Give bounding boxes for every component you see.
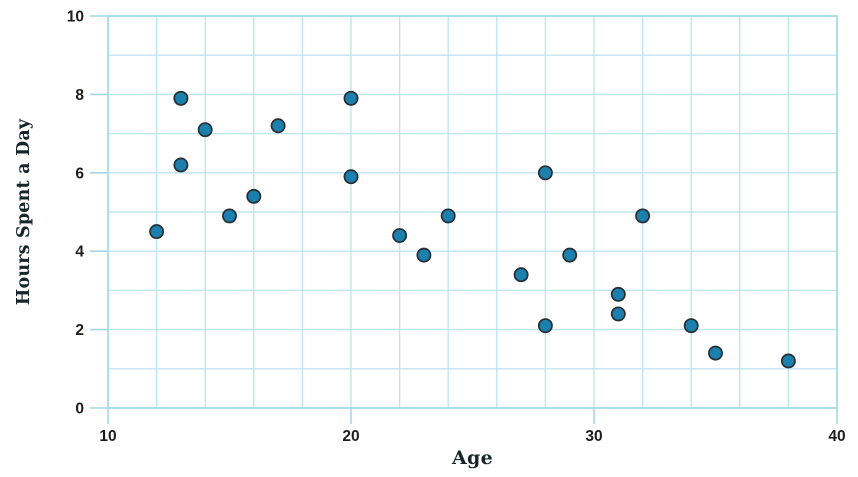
data-point — [270, 118, 286, 134]
y-tick-label: 8 — [75, 87, 84, 104]
data-point — [343, 169, 359, 185]
data-point — [610, 306, 626, 322]
data-point — [392, 228, 408, 243]
data-point — [173, 157, 189, 173]
y-tick-label: 4 — [75, 244, 84, 261]
data-point — [610, 286, 626, 302]
data-point — [537, 318, 553, 334]
x-tick-label: 40 — [828, 428, 845, 445]
x-tick-label: 10 — [99, 428, 116, 445]
data-point — [537, 165, 553, 181]
data-point — [246, 188, 262, 204]
data-point — [635, 208, 651, 224]
x-tick-label: 30 — [585, 428, 602, 445]
y-tick-label: 2 — [75, 322, 84, 339]
data-point — [513, 267, 529, 283]
data-point — [683, 318, 699, 334]
data-point — [343, 90, 359, 106]
data-point — [780, 353, 796, 369]
data-point — [197, 122, 213, 138]
plot-frame — [107, 15, 838, 409]
data-point — [222, 208, 237, 224]
data-point — [562, 247, 578, 263]
x-tick-label: 20 — [342, 428, 359, 445]
y-tick-label: 6 — [75, 165, 84, 182]
data-point — [416, 247, 432, 263]
y-tick-label: 0 — [75, 401, 84, 418]
data-point — [149, 224, 165, 240]
data-point — [708, 345, 723, 361]
data-point — [173, 90, 189, 106]
y-tick-label: 10 — [67, 9, 84, 26]
data-point — [440, 208, 456, 224]
